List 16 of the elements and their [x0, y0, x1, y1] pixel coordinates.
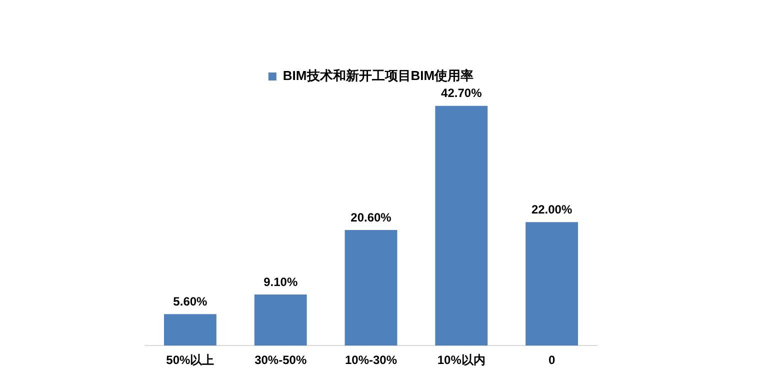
x-tick-label: 0	[548, 353, 556, 368]
bar	[526, 222, 578, 346]
data-label: 42.70%	[441, 86, 482, 100]
bar	[344, 230, 398, 346]
x-tick-label: 30%-50%	[254, 353, 307, 368]
x-tick-label: 50%以上	[166, 353, 214, 368]
legend-label: BIM技术和新开工项目BIM使用率	[282, 68, 474, 84]
bar	[164, 314, 216, 346]
data-label: 20.60%	[350, 210, 392, 224]
bar	[435, 106, 488, 346]
data-label: 9.10%	[264, 274, 298, 289]
bar	[254, 294, 307, 346]
data-label: 22.00%	[531, 202, 572, 216]
data-label: 5.60%	[173, 294, 208, 308]
x-tick-label: 10%-30%	[344, 353, 398, 368]
x-tick-label: 10%以内	[437, 353, 486, 368]
